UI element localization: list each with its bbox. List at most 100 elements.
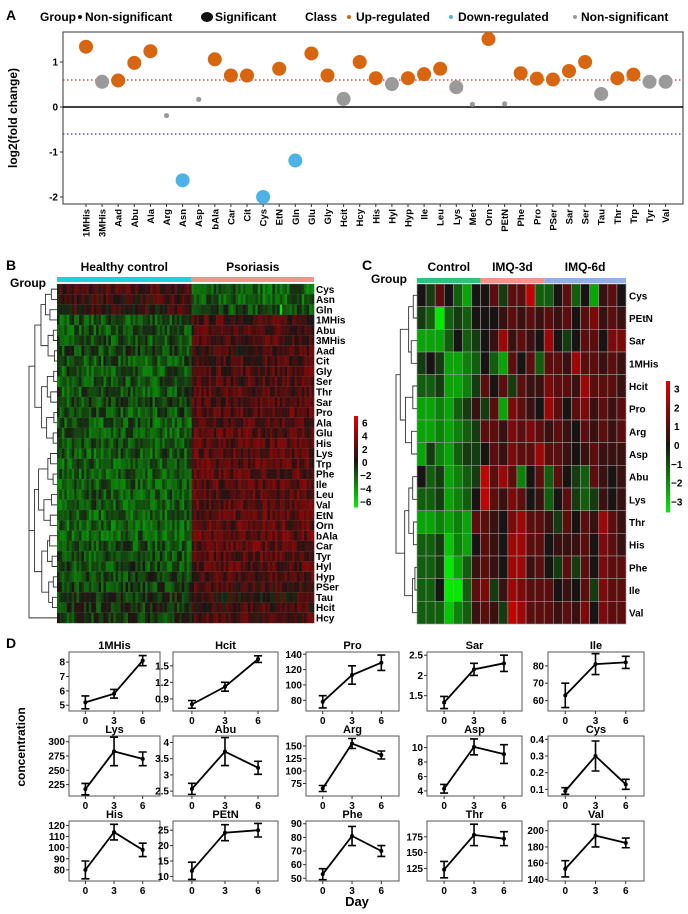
heatmap-cell <box>86 612 90 624</box>
heatmap-cell <box>269 284 273 295</box>
heatmap-cell <box>83 417 87 429</box>
heatmap-cell <box>265 458 268 470</box>
heatmap-cell <box>93 376 97 387</box>
heatmap-cell <box>277 355 281 367</box>
heatmap-cell <box>287 345 290 357</box>
heatmap-cell <box>247 458 251 470</box>
legend-large-dot-icon <box>201 12 213 22</box>
heatmap-cell <box>169 540 173 552</box>
heatmap-cell <box>262 325 266 336</box>
heatmap-cell <box>255 427 259 439</box>
heatmap-cell <box>498 419 509 443</box>
heatmap-cell <box>91 294 95 305</box>
heatmap-cell <box>179 376 183 387</box>
heatmap-cell <box>213 530 217 542</box>
heatmap-cell <box>243 376 246 387</box>
heatmap-cell <box>434 510 445 534</box>
heatmap-cell <box>186 458 190 470</box>
colorbar-segment <box>354 443 358 447</box>
heatmap-cell <box>101 325 104 336</box>
heatmap-cell <box>83 448 87 459</box>
colorbar-tick-label: 0 <box>674 441 680 452</box>
heatmap-cell <box>184 571 188 583</box>
heatmap-cell <box>61 520 65 531</box>
x-tick-label: 3 <box>222 886 228 897</box>
heatmap-cell <box>57 335 60 346</box>
heatmap-cell <box>425 578 436 602</box>
heatmap-cell <box>150 592 153 603</box>
heatmap-cell <box>59 561 63 572</box>
dendrogram-branch <box>50 288 57 300</box>
heatmap-cell <box>287 397 290 408</box>
heatmap-cell <box>507 578 518 602</box>
heatmap-cell <box>279 417 283 429</box>
heatmap-cell <box>154 355 158 367</box>
x-tick-label: 0 <box>441 716 447 727</box>
heatmap-cell <box>181 489 185 500</box>
heatmap-cell <box>304 284 307 295</box>
heatmap-cell <box>179 345 183 357</box>
subplot-title: Ile <box>590 640 602 652</box>
heatmap-cell <box>127 314 131 326</box>
heatmap-cell <box>130 284 134 295</box>
heatmap-cell <box>115 479 119 490</box>
heatmap-cell <box>220 499 224 511</box>
heatmap-cell <box>140 551 143 562</box>
y-tick-label: 0.4 <box>530 735 544 746</box>
heatmap-cell <box>616 351 627 375</box>
heatmap-cell <box>152 581 156 593</box>
heatmap-cell <box>282 314 285 326</box>
heatmap-cell <box>301 612 305 624</box>
heatmap-cell <box>74 438 77 449</box>
heatmap-cell <box>93 468 97 480</box>
heatmap-cell <box>91 612 95 624</box>
heatmap-cell <box>57 355 60 367</box>
heatmap-cell <box>238 386 241 398</box>
heatmap-cell <box>71 366 75 377</box>
heatmap-cell <box>203 325 207 336</box>
heatmap-cell <box>61 438 65 449</box>
heatmap-cell <box>598 419 609 443</box>
heatmap-cell <box>91 376 95 387</box>
heatmap-cell <box>81 376 85 387</box>
heatmap-cell <box>125 427 129 439</box>
heatmap-cell <box>130 458 134 470</box>
x-tick-label: 6 <box>623 801 629 812</box>
heatmap-cell <box>130 592 134 603</box>
heatmap-cell <box>277 561 281 572</box>
heatmap-cell <box>186 499 190 511</box>
heatmap-cell <box>543 419 554 443</box>
heatmap-cell <box>269 561 273 572</box>
heatmap-cell <box>174 376 178 387</box>
heatmap-cell <box>130 561 134 572</box>
heatmap-cell <box>98 458 102 470</box>
heatmap-cell <box>123 530 126 542</box>
heatmap-cell <box>93 345 97 357</box>
heatmap-cell <box>130 427 134 439</box>
heatmap-cell <box>79 612 82 624</box>
heatmap-cell <box>110 489 114 500</box>
heatmap-cell <box>181 284 185 295</box>
heatmap-cell <box>289 489 293 500</box>
heatmap-cell <box>152 386 156 398</box>
heatmap-cell <box>277 551 281 562</box>
heatmap-cell <box>125 530 129 542</box>
heatmap-cell <box>167 561 170 572</box>
heatmap-cell <box>269 540 273 552</box>
heatmap-cell <box>142 304 146 316</box>
heatmap-cell <box>150 284 153 295</box>
heatmap-cell <box>101 366 104 377</box>
heatmap-cell <box>489 374 500 398</box>
heatmap-cell <box>304 355 307 367</box>
legend-class-down: Down-regulated <box>458 10 549 24</box>
heatmap-cell <box>120 386 124 398</box>
heatmap-cell <box>179 479 183 490</box>
heatmap-cell <box>123 397 126 408</box>
x-tick-label: 3 <box>111 801 117 812</box>
heatmap-cell <box>71 304 75 316</box>
heatmap-cell <box>277 386 281 398</box>
heatmap-cell <box>211 376 214 387</box>
heatmap-cell <box>172 304 175 316</box>
heatmap-cell <box>220 489 224 500</box>
heatmap-cell <box>164 489 168 500</box>
